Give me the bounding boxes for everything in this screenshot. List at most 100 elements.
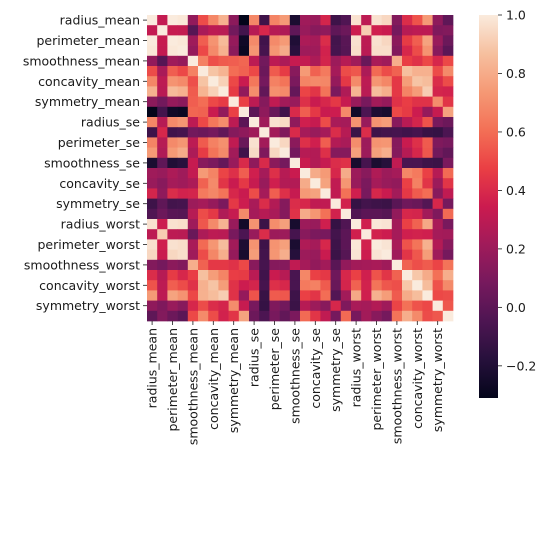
heatmap-cell [177, 96, 189, 108]
heatmap-cell [371, 35, 382, 46]
heatmap-cell [279, 300, 291, 312]
heatmap-cell [218, 147, 229, 159]
heatmap-cell [300, 270, 311, 281]
heatmap-cell [330, 55, 342, 67]
heatmap-cell [310, 137, 321, 148]
heatmap-cell [218, 280, 229, 291]
heatmap-cell [371, 270, 382, 281]
heatmap-cell [310, 229, 321, 240]
heatmap-cell [381, 127, 393, 138]
heatmap-cell [300, 66, 311, 77]
heatmap-cell [147, 117, 158, 128]
heatmap-cell [198, 229, 209, 240]
heatmap-cell [361, 270, 372, 281]
heatmap-cell [269, 280, 280, 291]
heatmap-cell [167, 259, 178, 271]
heatmap-cell [320, 239, 331, 250]
heatmap-cell [157, 168, 168, 179]
heatmap-cell [412, 208, 423, 220]
heatmap-cell [402, 178, 413, 189]
heatmap-cell [391, 76, 403, 87]
heatmap-cell [177, 157, 189, 169]
heatmap-cell [177, 25, 189, 36]
heatmap-cell [259, 15, 270, 26]
heatmap-cell [177, 35, 189, 46]
heatmap-cell [249, 208, 260, 220]
heatmap-cell [300, 219, 311, 230]
heatmap-cell [412, 106, 423, 118]
heatmap-cell [249, 249, 260, 261]
heatmap-cell [300, 198, 311, 210]
heatmap-cell [218, 259, 229, 271]
heatmap-cell [340, 310, 352, 322]
x-tick-labels: radius_mean perimeter_mean smoothness_mean… [145, 321, 445, 445]
heatmap-cell [412, 270, 423, 281]
heatmap-cell [300, 300, 311, 312]
heatmap-cell [177, 259, 189, 271]
heatmap-cell [361, 45, 372, 57]
heatmap-cell [361, 259, 372, 271]
heatmap-cell [432, 198, 444, 210]
heatmap-cell [238, 76, 250, 87]
heatmap-cell [330, 208, 342, 220]
heatmap-cell [228, 117, 240, 128]
heatmap-cell [249, 168, 260, 179]
heatmap-cell [238, 259, 250, 271]
heatmap-cell [432, 86, 444, 97]
heatmap-cell [228, 168, 240, 179]
heatmap-cell [340, 35, 352, 46]
heatmap-cell [198, 96, 209, 108]
heatmap-cell [432, 249, 444, 261]
heatmap-cell [167, 188, 178, 199]
heatmap-cell [371, 249, 382, 261]
heatmap-cell [391, 168, 403, 179]
y-tick-label: smoothness_worst [24, 257, 140, 272]
x-tick-label: symmetry_se [328, 328, 343, 412]
heatmap-cell [187, 157, 199, 169]
heatmap-cell [422, 106, 433, 118]
heatmap-cell [228, 208, 240, 220]
heatmap-cell [259, 300, 270, 312]
heatmap-cell [442, 86, 454, 97]
heatmap-cell [340, 127, 352, 138]
heatmap-cell [300, 15, 311, 26]
heatmap-cell [279, 239, 291, 250]
heatmap-cell [249, 270, 260, 281]
heatmap-cell [371, 178, 382, 189]
heatmap-cell [432, 157, 444, 169]
heatmap-cell [412, 178, 423, 189]
heatmap-cell [381, 198, 393, 210]
heatmap-cell [442, 66, 454, 77]
heatmap-cell [422, 147, 433, 159]
heatmap-cell [279, 290, 291, 301]
heatmap-cell [422, 157, 433, 169]
heatmap-cell [147, 106, 158, 118]
heatmap-cell [249, 127, 260, 138]
heatmap-cell [330, 157, 342, 169]
heatmap-cell [218, 66, 229, 77]
heatmap-cell [228, 280, 240, 291]
heatmap-cell [279, 66, 291, 77]
heatmap-cell [432, 270, 444, 281]
heatmap-cell [238, 229, 250, 240]
heatmap-cell [167, 127, 178, 138]
heatmap-cell [402, 219, 413, 230]
heatmap-cell [361, 280, 372, 291]
heatmap-cell [300, 35, 311, 46]
heatmap-cell [187, 147, 199, 159]
heatmap-cell [177, 178, 189, 189]
heatmap-cell [198, 168, 209, 179]
heatmap-cell [310, 106, 321, 118]
heatmap-cell [238, 66, 250, 77]
heatmap-cell [228, 178, 240, 189]
heatmap-cell [442, 178, 454, 189]
heatmap-cell [279, 86, 291, 97]
heatmap-cell [259, 178, 270, 189]
heatmap-cell [198, 239, 209, 250]
heatmap-cell [259, 45, 270, 57]
heatmap-cell [442, 229, 454, 240]
heatmap-cell [330, 198, 342, 210]
heatmap-cell [289, 178, 301, 189]
heatmap-cell [238, 106, 250, 118]
heatmap-cell [167, 25, 178, 36]
